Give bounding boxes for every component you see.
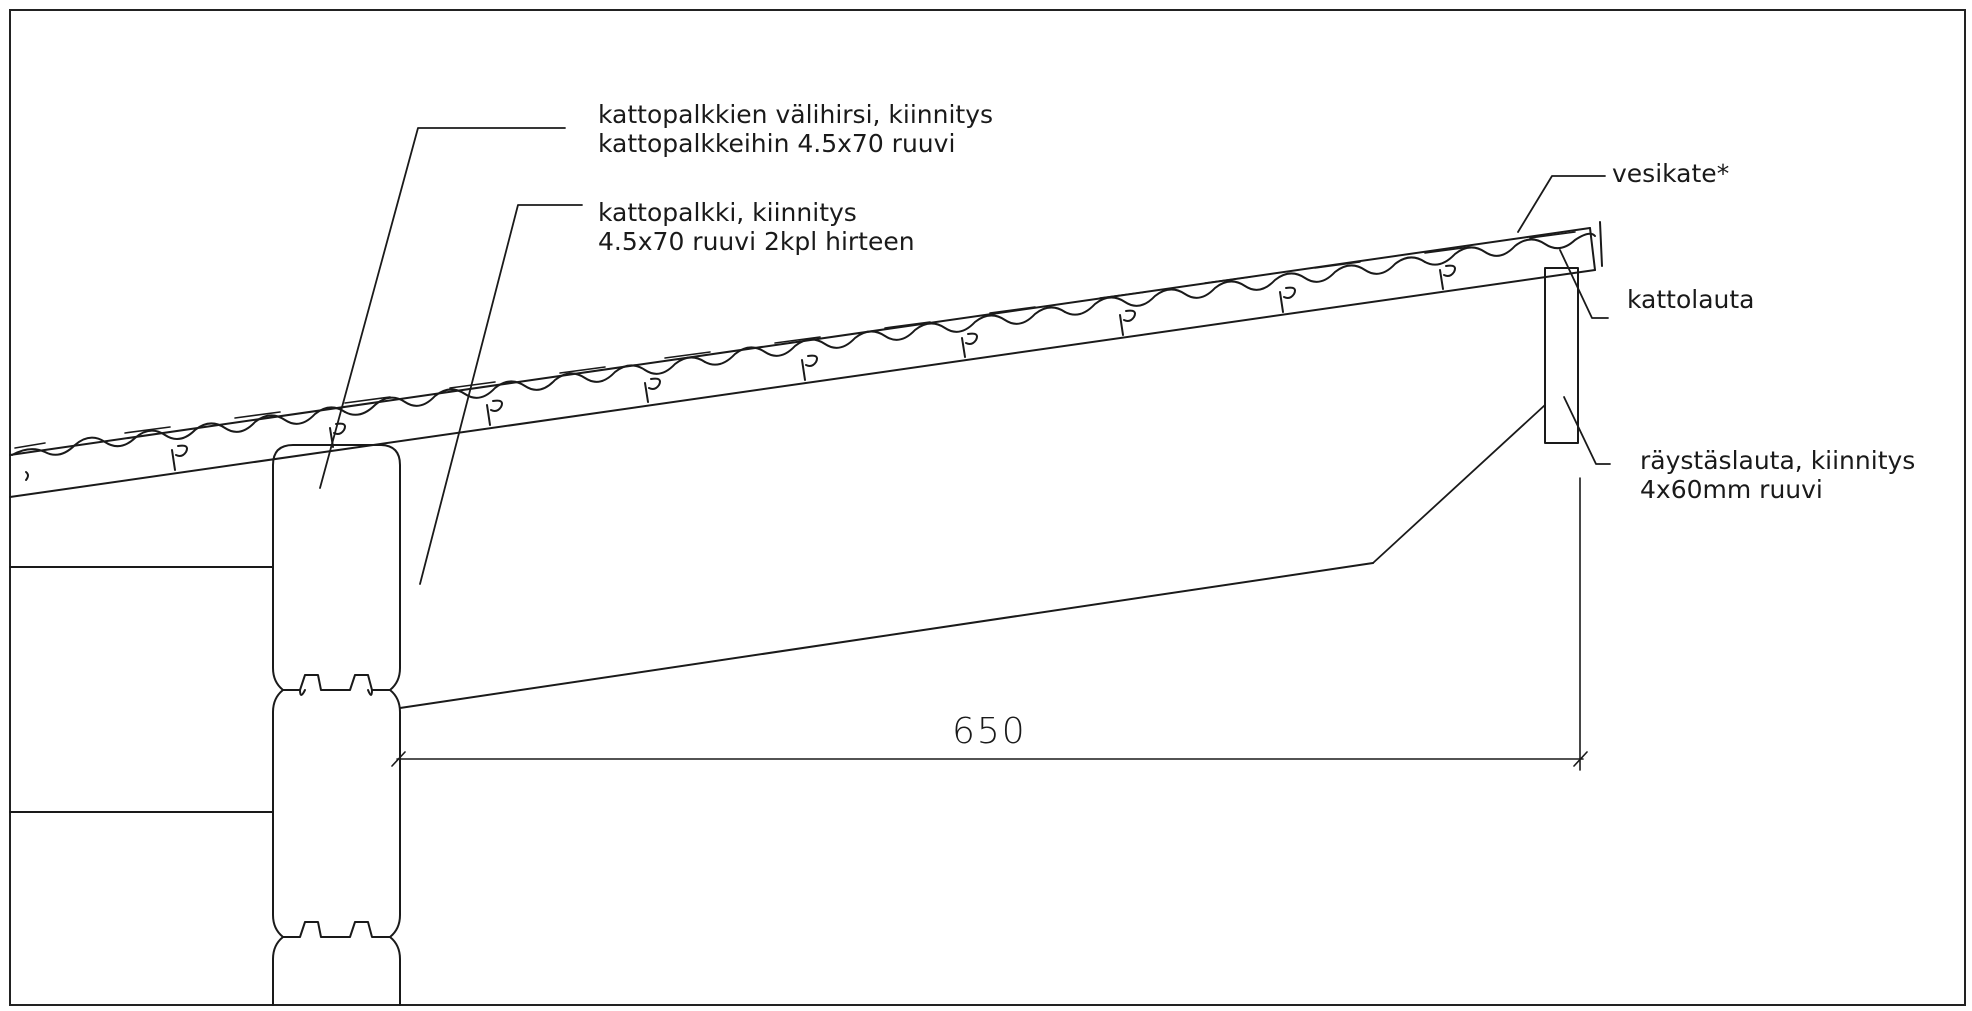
label-rafter-line1: kattopalkki, kiinnitys — [598, 198, 857, 227]
label-fascia-line2: 4x60mm ruuvi — [1640, 475, 1823, 504]
leader-rafter-tail — [1372, 404, 1546, 564]
corrugated-roofing — [11, 221, 1603, 456]
leader-fascia — [1563, 396, 1611, 465]
fascia-board — [1544, 267, 1579, 444]
rafter-bottom-line — [399, 562, 1374, 709]
dimension-overhang-value: 650 — [952, 711, 1027, 752]
leader-beam-infill — [319, 127, 566, 489]
label-beam-infill: kattopalkkien välihirsi, kiinnitys katto… — [598, 100, 993, 158]
leader-rafter — [419, 204, 583, 585]
label-roofing: vesikate* — [1612, 159, 1730, 188]
label-roof-board: kattolauta — [1627, 285, 1755, 314]
label-rafter-line2: 4.5x70 ruuvi 2kpl hirteen — [598, 227, 915, 256]
label-rafter: kattopalkki, kiinnitys 4.5x70 ruuvi 2kpl… — [598, 198, 915, 256]
leader-roof-board — [1559, 249, 1609, 319]
roofing-screws — [25, 264, 1456, 481]
log-wall — [9, 444, 401, 1006]
label-fascia: räystäslauta, kiinnitys 4x60mm ruuvi — [1640, 446, 1915, 504]
overhang-dimension-line — [391, 477, 1588, 771]
label-beam-infill-line1: kattopalkkien välihirsi, kiinnitys — [598, 100, 994, 129]
leader-roofing — [1517, 175, 1606, 233]
label-fascia-line1: räystäslauta, kiinnitys — [1640, 446, 1916, 475]
drawing-frame — [9, 9, 1966, 1006]
label-beam-infill-line2: kattopalkkeihin 4.5x70 ruuvi — [598, 129, 956, 158]
